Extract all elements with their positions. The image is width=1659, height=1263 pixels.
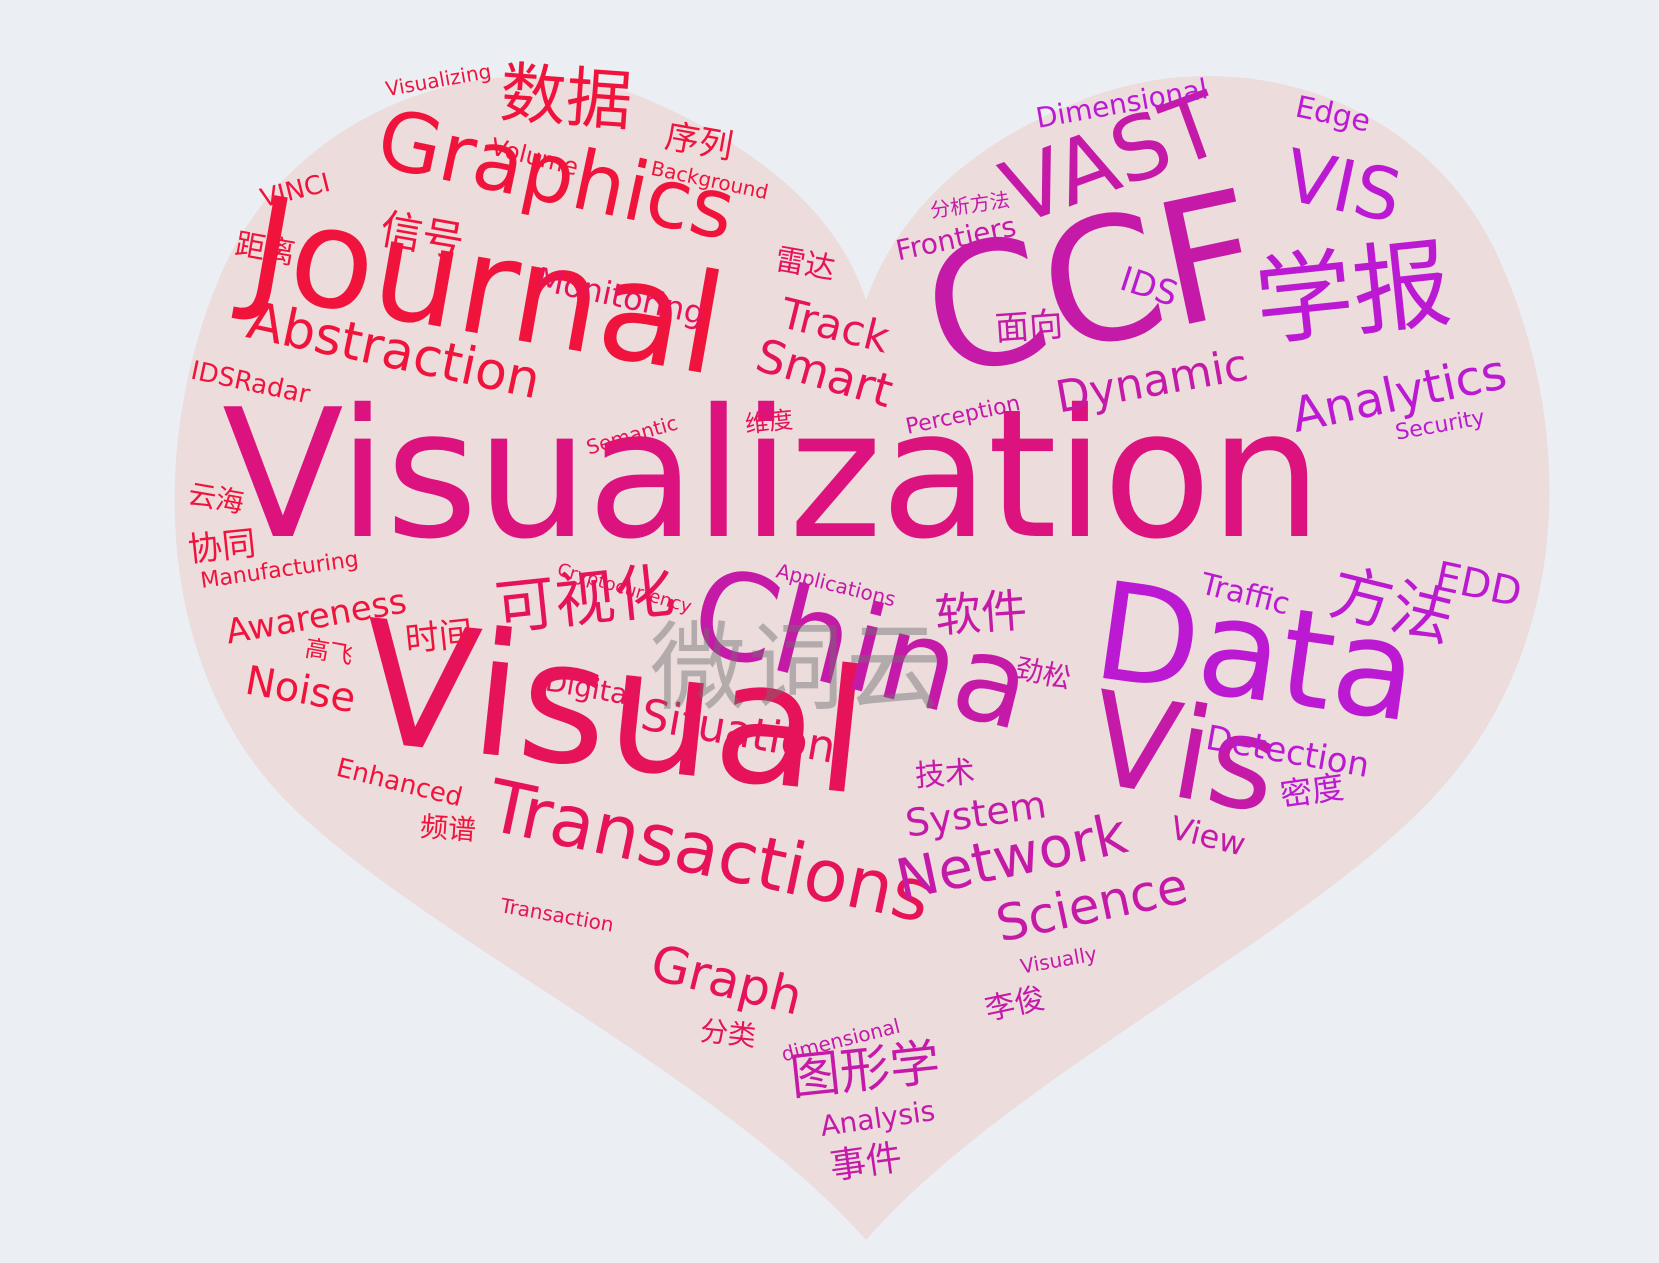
word-xietong: 协同 bbox=[186, 523, 258, 571]
word-midu: 密度 bbox=[1277, 767, 1347, 815]
word-shuju: 数据 bbox=[497, 54, 635, 141]
word-ruanjian: 软件 bbox=[933, 582, 1029, 644]
watermark-text: 微词云 bbox=[650, 612, 944, 724]
word-xuebao: 学报 bbox=[1249, 227, 1457, 361]
word-mianxiang: 面向 bbox=[993, 304, 1065, 350]
word-xulie: 序列 bbox=[662, 116, 736, 168]
heart-path bbox=[174, 76, 1550, 1240]
word-shijian-time: 时间 bbox=[403, 613, 475, 661]
word-vis-upper: VIS bbox=[1277, 132, 1409, 240]
word-gaofei: 高飞 bbox=[302, 634, 356, 670]
word-visualization: Visualization bbox=[222, 371, 1322, 578]
word-pinpu: 频谱 bbox=[418, 810, 478, 847]
word-shijian: 事件 bbox=[827, 1137, 905, 1188]
word-fenlei: 分类 bbox=[698, 1014, 758, 1053]
word-jishu: 技术 bbox=[913, 754, 977, 795]
word-weidu: 维度 bbox=[743, 405, 795, 439]
